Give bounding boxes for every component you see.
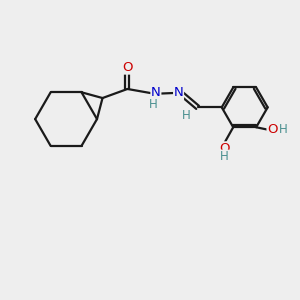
Text: N: N <box>151 86 161 100</box>
Text: O: O <box>219 142 230 155</box>
Text: O: O <box>267 123 278 136</box>
Text: H: H <box>220 150 229 163</box>
Text: N: N <box>174 86 183 100</box>
Text: H: H <box>149 98 158 111</box>
Text: O: O <box>122 61 133 74</box>
Text: H: H <box>279 123 288 136</box>
Text: H: H <box>182 109 191 122</box>
